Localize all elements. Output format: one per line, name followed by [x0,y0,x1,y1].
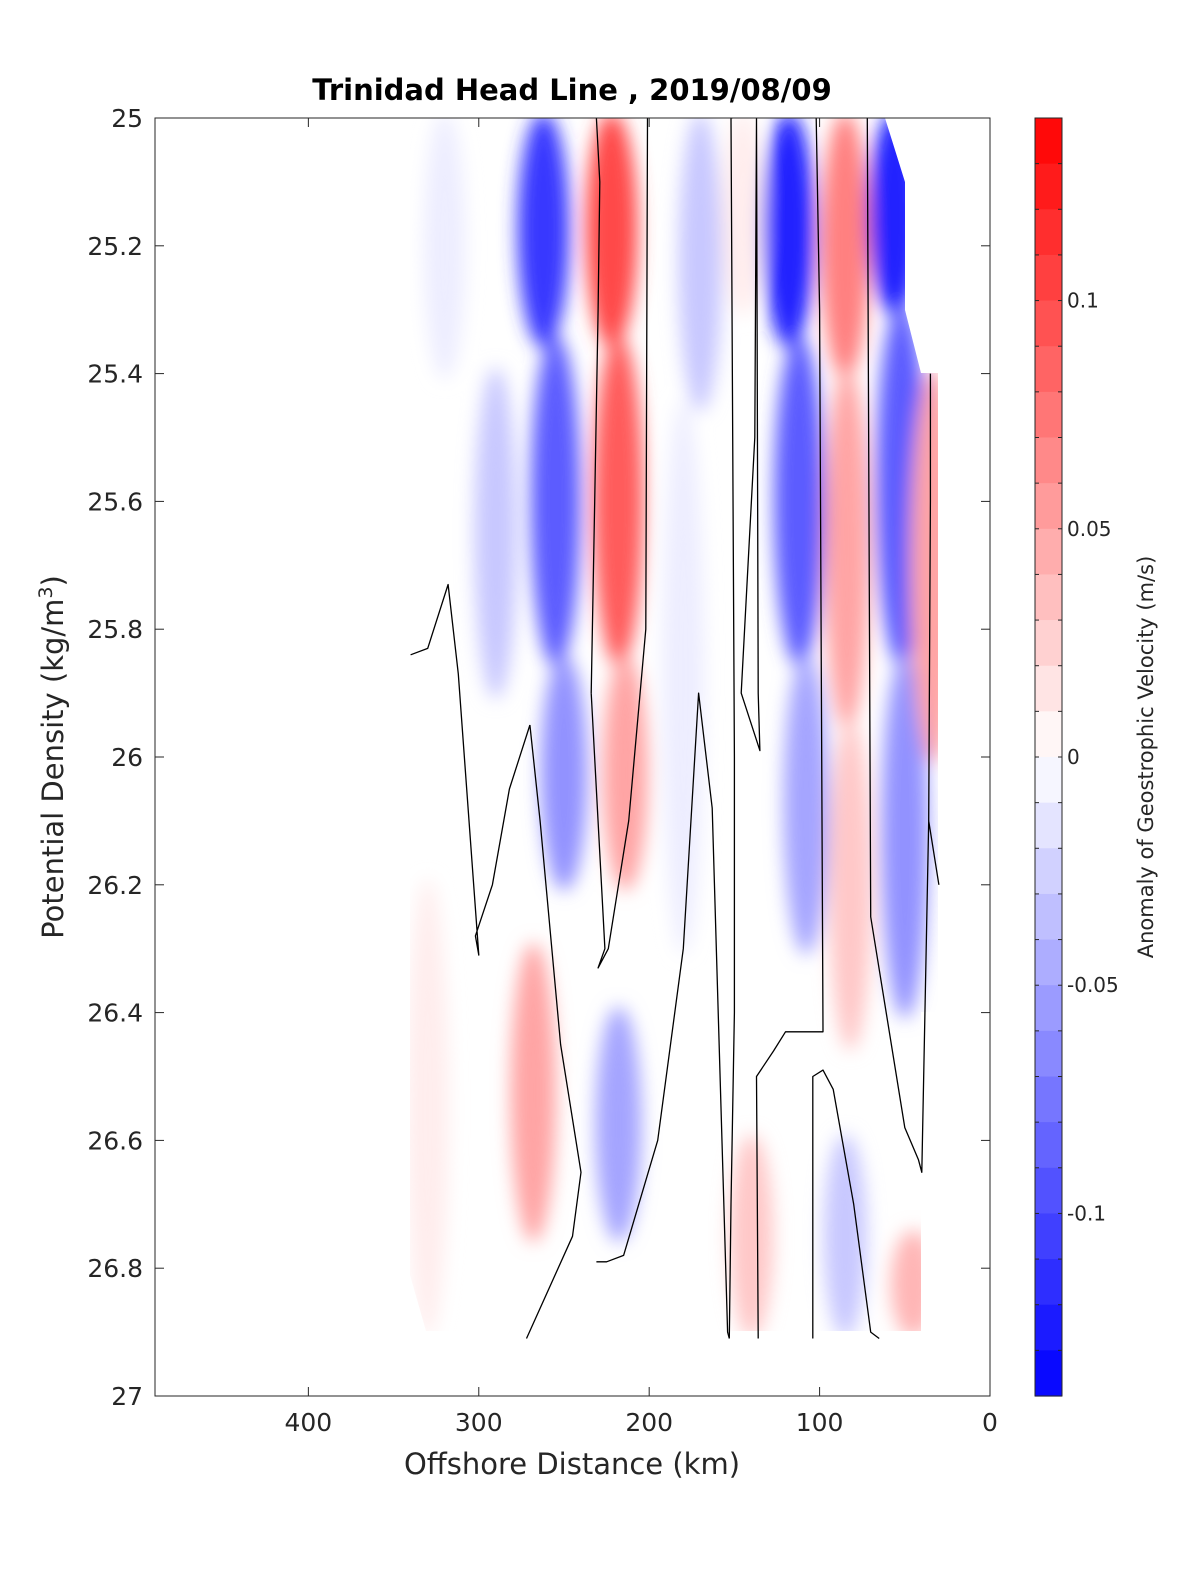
zero-contour-line [812,1069,880,1340]
zero-contour-line [525,724,582,1339]
y-tick-label: 26.2 [87,871,143,900]
colorbar-tick-label: 0.1 [1067,289,1099,313]
colorbar-segment [1035,574,1062,621]
positive-velocity-core [510,942,556,1243]
y-tick-label: 27 [111,1382,143,1411]
colorbar-segment [1035,665,1062,712]
x-axis-label: Offshore Distance (km) [404,1447,740,1481]
colorbar-segment [1035,939,1062,986]
colorbar-segment [1035,346,1062,393]
negative-velocity-core [881,655,929,1019]
positive-velocity-core [585,118,638,348]
colorbar-segment [1035,1122,1062,1169]
zero-contour-line [728,757,736,1339]
colorbar-segment [1035,1076,1062,1123]
y-tick-label: 25.4 [87,360,143,389]
positive-velocity-core [821,118,870,380]
zero-contour-line [590,118,649,969]
y-axis: 25 25.2 25.4 25.6 25.8 26 26.2 26.4 26.6 26.8 27 [87,104,990,1411]
y-tick-label: 25.6 [87,487,143,516]
colorbar-segment [1035,163,1062,210]
negative-velocity-core [540,655,588,891]
colorbar-segment [1035,620,1062,667]
colorbar-segment [1035,300,1062,347]
negative-velocity-core [530,335,581,668]
x-tick-label: 100 [796,1408,844,1437]
colorbar-segment [1035,483,1062,530]
colorbar-segment [1035,1259,1062,1306]
negative-velocity-core [762,118,815,348]
zero-contour-line [928,373,932,821]
positive-velocity-core [602,655,648,891]
colorbar-frame [1034,117,1063,1397]
colorbar-segment [1035,254,1062,302]
positive-velocity-core [824,367,870,731]
y-axis-label: Potential Density (kg/m3) [35,575,70,939]
colorbar-segment [1035,711,1062,758]
colorbar: 0.1 0.05 0 -0.05 -0.1 [1034,117,1119,1397]
positive-velocity-core [729,1134,774,1331]
positive-velocity-core [910,367,938,763]
colorbar-segment [1035,1030,1062,1078]
colorbar-tick-label: -0.1 [1067,1201,1106,1225]
colorbar-segment [1035,391,1062,439]
colorbar-segment [1035,118,1062,165]
negative-velocity-core [517,118,570,348]
colorbar-segment [1035,802,1062,849]
negative-velocity-core [595,1006,642,1243]
positive-velocity-core [593,335,644,668]
zero-contour-line [740,118,761,752]
colorbar-segment [1035,437,1062,484]
zero-contour-line [730,118,736,758]
x-tick-label: 0 [982,1408,998,1437]
colorbar-tick-label: -0.05 [1067,973,1119,997]
negative-velocity-core [474,367,518,700]
x-tick-label: 400 [285,1408,333,1437]
zero-contour-line [410,583,531,956]
zero-contour-line [755,118,824,1339]
colorbar-label: Anomaly of Geostrophic Velocity (m/s) [1134,556,1158,959]
zero-contour-lines [410,118,940,1340]
negative-velocity-core [774,335,825,668]
negative-velocity-core [783,655,829,955]
y-tick-label: 25.8 [87,615,143,644]
y-tick-label: 26.6 [87,1126,143,1155]
colorbar-segment [1035,209,1062,256]
x-tick-label: 300 [455,1408,503,1437]
colorbar-segment [1035,1304,1062,1351]
y-tick-label: 26.8 [87,1254,143,1283]
y-tick-label: 26.4 [87,999,143,1028]
negative-velocity-core [678,118,723,412]
colorbar-tick-label: 0.05 [1067,517,1112,541]
colorbar-tick-label: 0 [1067,745,1080,769]
colorbar-segment [1035,985,1062,1032]
chart-title: Trinidad Head Line , 2019/08/09 [312,73,832,107]
zero-contour-line [590,118,601,694]
x-axis: 400 300 200 100 0 [285,118,998,1437]
negative-velocity-core [423,118,466,380]
zero-contour-line [596,692,730,1339]
positive-velocity-core [722,118,764,316]
colorbar-segment [1035,848,1062,895]
colorbar-segment [1035,757,1062,804]
colorbar-segment [1035,528,1062,576]
negative-velocity-core [662,399,705,955]
y-tick-label: 25.2 [87,232,143,261]
x-tick-label: 200 [625,1408,673,1437]
positive-velocity-core [410,878,449,1331]
positive-velocity-core [828,719,872,1051]
colorbar-segment [1035,1350,1062,1397]
y-tick-label: 26 [111,743,143,772]
negative-velocity-core [823,1134,867,1331]
colorbar-segment [1035,893,1062,941]
y-tick-label: 25 [111,104,143,133]
colorbar-segment [1035,1167,1062,1215]
colorbar-segment [1035,1213,1062,1260]
